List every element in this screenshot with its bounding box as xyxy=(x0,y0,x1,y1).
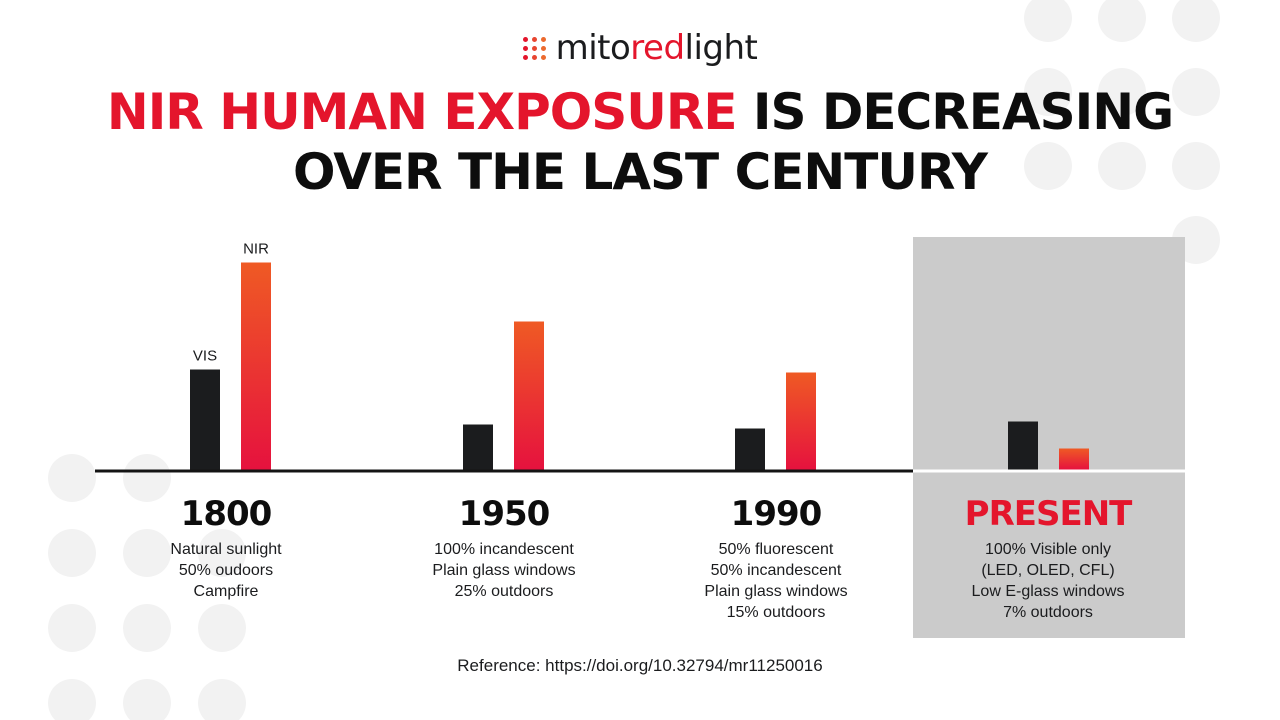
decorative-dot xyxy=(123,529,171,577)
period-year: 1800 xyxy=(180,494,273,534)
series-label-vis: VIS xyxy=(193,348,217,365)
period-description: 50% fluorescent 50% incandescent Plain g… xyxy=(656,539,896,623)
brand-name-suffix: light xyxy=(684,28,758,68)
reference-citation: Reference: https://doi.org/10.32794/mr11… xyxy=(457,656,823,675)
decorative-dot xyxy=(1172,68,1220,116)
logo-dots-icon xyxy=(522,36,546,60)
decorative-dot xyxy=(1098,142,1146,190)
bar-vis-1800 xyxy=(190,369,220,470)
decorative-dot xyxy=(48,604,96,652)
description-line: 50% oudoors xyxy=(178,562,274,579)
period-present: PRESENT 100% Visible only (LED, OLED, CF… xyxy=(928,492,1168,623)
period-description: 100% Visible only (LED, OLED, CFL) Low E… xyxy=(928,539,1168,623)
decorative-dot xyxy=(1098,0,1146,42)
series-label-nir: NIR xyxy=(243,241,269,258)
period-1950: 1950 100% incandescent Plain glass windo… xyxy=(384,492,624,602)
period-description: 100% incandescent Plain glass windows 25… xyxy=(384,539,624,602)
present-highlight-panel xyxy=(913,237,1185,638)
decorative-dot xyxy=(123,454,171,502)
description-line: 50% fluorescent xyxy=(718,541,834,558)
decorative-dot xyxy=(48,529,96,577)
period-1990: 1990 50% fluorescent 50% incandescent Pl… xyxy=(656,492,896,623)
decorative-dot xyxy=(48,454,96,502)
decorative-dot xyxy=(48,679,96,720)
bar-nir-1990 xyxy=(786,372,816,470)
brand-wordmark: mitoredlight xyxy=(556,28,758,68)
description-line: 15% outdoors xyxy=(726,604,826,621)
decorative-dot xyxy=(1024,142,1072,190)
description-line: 50% incandescent xyxy=(710,562,842,579)
decorative-dot xyxy=(198,604,246,652)
description-line: Natural sunlight xyxy=(170,541,282,558)
description-line: Plain glass windows xyxy=(432,562,576,579)
period-year: PRESENT xyxy=(964,494,1133,534)
bar-nir-present xyxy=(1059,448,1089,470)
description-line: 100% incandescent xyxy=(434,541,574,558)
description-line: Plain glass windows xyxy=(704,583,848,600)
page-title: NIR HUMAN EXPOSURE IS DECREASING OVER TH… xyxy=(0,82,1280,202)
decorative-dot xyxy=(198,529,246,577)
title-rest: IS DECREASING xyxy=(736,83,1174,141)
decorative-dot xyxy=(1024,68,1072,116)
bar-vis-1990 xyxy=(735,428,765,470)
period-year: 1990 xyxy=(730,494,823,534)
decorative-dot xyxy=(123,679,171,720)
title-line2: OVER THE LAST CENTURY xyxy=(293,143,988,201)
description-line: Low E-glass windows xyxy=(971,583,1125,600)
decorative-dot xyxy=(1024,0,1072,42)
brand-name-accent: red xyxy=(630,28,685,68)
description-line: 25% outdoors xyxy=(454,583,554,600)
description-line: 7% outdoors xyxy=(1003,604,1093,621)
bar-nir-1800 xyxy=(241,262,271,470)
period-year: 1950 xyxy=(458,494,551,534)
period-description: Natural sunlight 50% oudoors Campfire xyxy=(106,539,346,602)
title-accent: NIR HUMAN EXPOSURE xyxy=(106,83,738,141)
decorative-dot xyxy=(1172,0,1220,42)
decorative-dot xyxy=(198,679,246,720)
description-line: Campfire xyxy=(193,583,259,600)
decorative-dot xyxy=(123,604,171,652)
brand-logo: mitoredlight xyxy=(0,28,1280,68)
brand-name-prefix: mito xyxy=(555,28,631,68)
description-line: (LED, OLED, CFL) xyxy=(981,562,1115,579)
bar-vis-1950 xyxy=(463,424,493,470)
bar-nir-1950 xyxy=(514,321,544,470)
decorative-dot xyxy=(1172,142,1220,190)
description-line: 100% Visible only xyxy=(984,541,1111,558)
bar-vis-present xyxy=(1008,421,1038,470)
period-1800: 1800 Natural sunlight 50% oudoors Campfi… xyxy=(106,492,346,602)
decorative-dot xyxy=(1098,68,1146,116)
